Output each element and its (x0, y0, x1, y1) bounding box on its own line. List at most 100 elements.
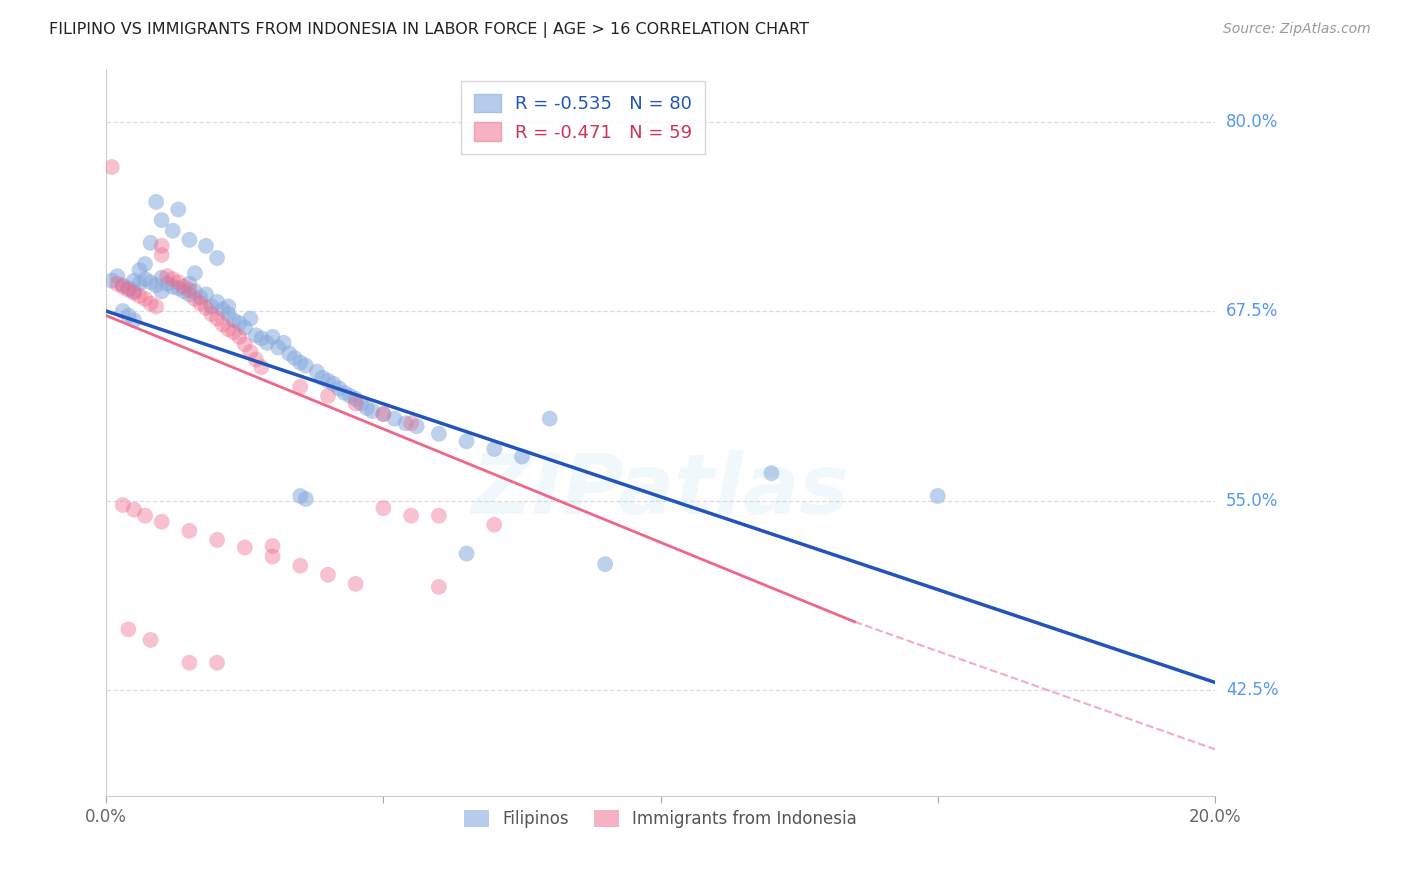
Point (145, 278, 167, 293)
Point (105, 277, 128, 291)
Point (311, 370, 333, 384)
Point (484, 517, 506, 532)
Point (184, 285, 207, 299)
Text: 42.5%: 42.5% (1226, 681, 1278, 699)
Point (510, 450, 533, 464)
Point (184, 292, 207, 306)
Point (200, 307, 222, 321)
Point (195, 239, 218, 253)
Point (117, 309, 139, 323)
Point (139, 296, 162, 310)
Point (156, 277, 179, 291)
Point (122, 313, 145, 327)
Point (262, 539, 284, 553)
Point (233, 541, 256, 555)
Point (350, 396, 373, 410)
Point (322, 376, 344, 391)
Point (111, 278, 134, 293)
Point (162, 272, 184, 286)
Point (222, 325, 245, 339)
Point (211, 302, 233, 317)
Point (134, 257, 156, 271)
Point (356, 401, 378, 415)
Point (217, 322, 239, 336)
Point (150, 285, 173, 299)
Point (134, 292, 156, 306)
Point (228, 316, 250, 330)
Point (384, 411, 406, 425)
Point (305, 365, 328, 379)
Point (294, 359, 316, 373)
Point (167, 275, 190, 289)
Point (111, 304, 134, 318)
Point (233, 320, 256, 334)
Point (122, 502, 145, 516)
Point (405, 419, 427, 434)
Point (122, 285, 145, 299)
Point (179, 277, 201, 291)
Point (250, 360, 273, 375)
Point (205, 295, 228, 310)
Point (316, 374, 339, 388)
Point (145, 194, 167, 209)
Point (179, 287, 201, 301)
Point (139, 275, 162, 289)
Point (128, 289, 150, 303)
Text: 80.0%: 80.0% (1226, 112, 1278, 130)
Point (190, 296, 212, 310)
Point (399, 416, 422, 430)
Text: FILIPINO VS IMMIGRANTS FROM INDONESIA IN LABOR FORCE | AGE > 16 CORRELATION CHAR: FILIPINO VS IMMIGRANTS FROM INDONESIA IN… (49, 22, 810, 38)
Point (290, 489, 312, 503)
Point (117, 283, 139, 297)
Point (290, 558, 312, 573)
Point (344, 577, 367, 591)
Point (200, 300, 222, 314)
Point (117, 623, 139, 637)
Point (179, 524, 201, 538)
Point (173, 280, 195, 294)
Point (111, 280, 134, 294)
Point (134, 508, 156, 523)
Legend: Filipinos, Immigrants from Indonesia: Filipinos, Immigrants from Indonesia (457, 804, 863, 835)
Point (205, 251, 228, 265)
Point (273, 335, 295, 350)
Point (150, 213, 173, 227)
Point (205, 656, 228, 670)
Point (222, 313, 245, 327)
Point (361, 404, 384, 418)
Point (233, 337, 256, 351)
Point (250, 331, 273, 345)
Point (101, 160, 124, 174)
Text: 55.0%: 55.0% (1226, 491, 1278, 509)
Point (195, 287, 218, 301)
Text: 67.5%: 67.5% (1226, 302, 1278, 320)
Point (373, 407, 395, 421)
Point (262, 549, 284, 564)
Point (217, 300, 239, 314)
Point (373, 407, 395, 421)
Point (179, 233, 201, 247)
Point (333, 385, 356, 400)
Point (399, 508, 422, 523)
Point (239, 345, 262, 359)
Text: ZIPatlas: ZIPatlas (471, 450, 849, 531)
Point (173, 285, 195, 299)
Point (245, 328, 267, 343)
Point (139, 632, 162, 647)
Point (128, 277, 150, 291)
Point (344, 396, 367, 410)
Point (128, 263, 150, 277)
Point (111, 498, 134, 512)
Point (205, 311, 228, 326)
Point (145, 300, 167, 314)
Point (122, 274, 145, 288)
Point (139, 235, 162, 250)
Point (217, 307, 239, 321)
Point (267, 340, 290, 354)
Point (101, 274, 124, 288)
Point (150, 515, 173, 529)
Point (245, 352, 267, 367)
Text: Source: ZipAtlas.com: Source: ZipAtlas.com (1223, 22, 1371, 37)
Point (328, 381, 350, 395)
Point (290, 380, 312, 394)
